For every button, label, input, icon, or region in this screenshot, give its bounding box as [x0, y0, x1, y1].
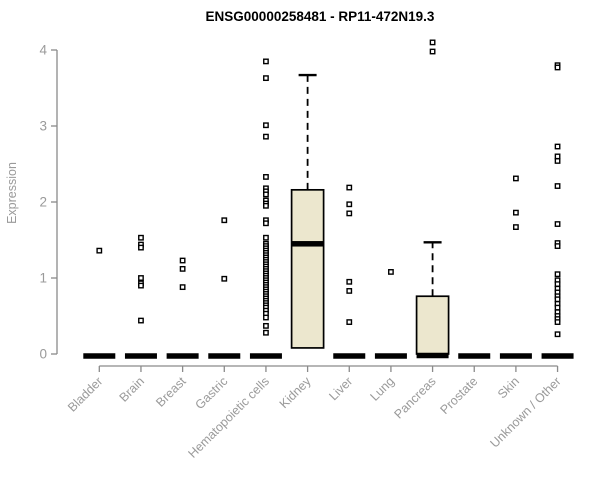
- outlier-point: [346, 319, 353, 325]
- boxplot-gastric: [208, 217, 241, 359]
- outlier-point: [263, 75, 269, 82]
- chart-title: ENSG00000258481 - RP11-472N19.3: [205, 9, 435, 24]
- outlier-point: [138, 234, 144, 241]
- outlier-point: [554, 221, 561, 227]
- x-tick-label-bladder: Bladder: [65, 374, 105, 414]
- zero-median-bar: [458, 353, 491, 359]
- outlier-point: [263, 202, 269, 209]
- outlier-point: [179, 257, 186, 264]
- outlier-point: [554, 296, 561, 303]
- outlier-point: [263, 329, 269, 336]
- y-tick-label: 0: [39, 347, 47, 362]
- box-iqr: [415, 295, 450, 355]
- outlier-point: [221, 275, 228, 282]
- boxplot-bladder: [83, 247, 116, 359]
- outlier-point: [513, 209, 519, 216]
- outlier-point: [179, 265, 186, 272]
- x-tick-label-hematopoietic-cells: Hematopoietic cells: [186, 374, 273, 461]
- boxplot-prostate: [458, 353, 491, 359]
- median-line: [416, 352, 449, 359]
- outlier-point: [554, 319, 561, 325]
- outlier-point: [138, 282, 144, 289]
- outlier-point: [263, 314, 269, 321]
- outlier-point: [346, 201, 353, 208]
- outlier-point: [513, 224, 519, 230]
- outlier-point: [96, 247, 103, 254]
- zero-median-bar: [166, 353, 199, 359]
- boxplot-pancreas: [415, 39, 450, 359]
- outlier-point: [554, 143, 561, 150]
- x-tick-label-unknown-other: Unknown / Other: [487, 374, 563, 450]
- boxplot-brain: [124, 234, 157, 359]
- x-tick-label-breast: Breast: [153, 374, 189, 410]
- outlier-point: [263, 234, 269, 241]
- boxplot-liver: [333, 184, 366, 359]
- x-tick-label-prostate: Prostate: [438, 374, 481, 417]
- boxplot-lung: [374, 269, 407, 359]
- boxplot-kidney: [290, 73, 325, 349]
- zero-median-bar: [249, 353, 282, 359]
- boxplot-breast: [166, 257, 199, 359]
- x-tick-label-liver: Liver: [326, 374, 355, 403]
- outlier-point: [554, 281, 561, 287]
- outlier-point: [513, 175, 519, 182]
- outlier-point: [554, 183, 561, 189]
- outlier-point: [429, 39, 436, 46]
- outlier-point: [263, 133, 269, 140]
- outlier-point: [138, 275, 144, 281]
- x-tick-label-kidney: Kidney: [277, 374, 314, 411]
- boxplot-hematopoietic-cells: [249, 58, 282, 359]
- outlier-point: [263, 122, 269, 129]
- zero-median-bar: [124, 353, 157, 359]
- median-line: [291, 241, 324, 247]
- outlier-point: [554, 331, 561, 338]
- boxplot-skin: [499, 175, 532, 359]
- outlier-point: [263, 174, 269, 180]
- outlier-point: [429, 48, 436, 55]
- zero-median-bar: [374, 353, 407, 359]
- outlier-point: [138, 317, 144, 324]
- x-tick-label-lung: Lung: [367, 374, 397, 404]
- y-tick-label: 3: [39, 119, 47, 134]
- boxplot-unknown-other: [541, 62, 574, 359]
- zero-median-bar: [541, 353, 574, 359]
- outlier-point: [138, 244, 144, 251]
- outlier-point: [346, 210, 353, 217]
- outlier-point: [554, 271, 561, 278]
- outlier-point: [263, 220, 269, 227]
- x-tick-label-brain: Brain: [117, 374, 148, 405]
- x-tick-label-gastric: Gastric: [193, 374, 231, 412]
- box-iqr: [290, 188, 325, 349]
- outlier-point: [554, 304, 561, 311]
- outlier-point: [346, 184, 353, 191]
- outlier-point: [263, 191, 269, 198]
- y-tick-label: 1: [39, 271, 47, 286]
- outlier-point: [346, 288, 353, 294]
- zero-median-bar: [333, 353, 366, 359]
- outlier-point: [263, 58, 269, 65]
- outlier-point: [263, 322, 269, 329]
- outlier-point: [554, 153, 561, 160]
- y-tick-label: 4: [39, 43, 47, 58]
- outlier-point: [554, 158, 561, 164]
- outlier-point: [554, 243, 561, 249]
- outlier-point: [221, 217, 228, 224]
- outlier-point: [554, 64, 561, 71]
- zero-median-bar: [208, 353, 241, 359]
- outlier-point: [179, 284, 186, 291]
- x-tick-label-pancreas: Pancreas: [391, 374, 438, 421]
- zero-median-bar: [499, 353, 532, 359]
- outlier-point: [346, 278, 353, 285]
- x-tick-label-skin: Skin: [495, 374, 522, 401]
- zero-median-bar: [83, 353, 116, 359]
- outlier-point: [388, 269, 394, 275]
- y-tick-label: 2: [39, 195, 47, 210]
